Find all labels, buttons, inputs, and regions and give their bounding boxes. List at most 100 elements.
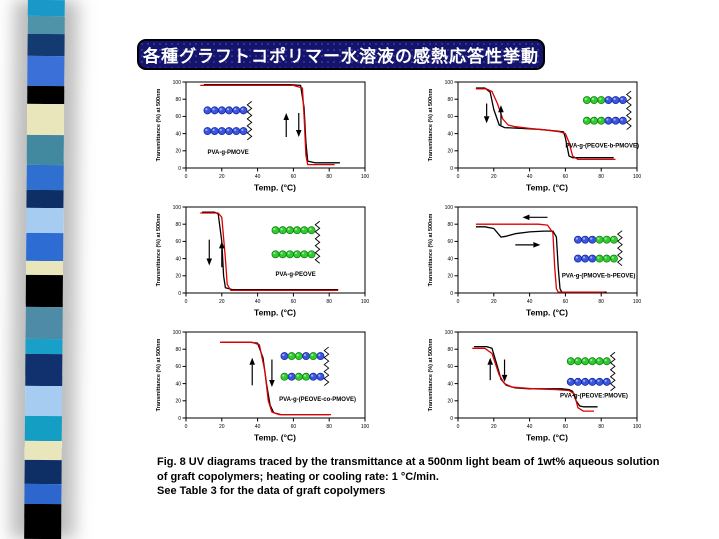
monomer-bead-blue bbox=[203, 127, 212, 135]
monomer-bead-blue bbox=[604, 96, 613, 105]
bead-highlight bbox=[584, 118, 587, 121]
x-tick-label: 40 bbox=[255, 174, 261, 180]
monomer-bead-green bbox=[271, 250, 280, 259]
y-tick-label: 60 bbox=[175, 364, 181, 370]
chart-svg-pva-g-peove-b-pmove: 0 20 40 60 80 100 0 20 40 60 80 100 Transmittance (%… bbox=[428, 80, 641, 193]
curve-cooling bbox=[475, 226, 607, 293]
bead-highlight bbox=[590, 379, 593, 382]
monomer-bead-blue bbox=[581, 254, 590, 263]
polymer-label: PVA-g-(PEOVE-co-PMOVE) bbox=[279, 397, 356, 403]
bead-highlight bbox=[611, 256, 614, 259]
x-tick-label: 60 bbox=[291, 424, 297, 430]
bead-highlight bbox=[241, 108, 244, 111]
x-tick-label: 20 bbox=[491, 174, 497, 180]
chart-pva-g-peove-co-pmove: 0 20 40 60 80 100 0 20 40 60 80 100 Transmittance (%… bbox=[152, 326, 377, 448]
monomer-bead-green bbox=[307, 250, 316, 259]
monomer-bead-blue bbox=[225, 106, 234, 115]
plot-frame bbox=[185, 331, 366, 419]
bead-highlight bbox=[234, 128, 237, 132]
bead-highlight bbox=[582, 379, 586, 382]
chart-svg-pva-g-peove: 0 20 40 60 80 100 0 20 40 60 80 100 Transmittance (%… bbox=[156, 205, 369, 318]
hysteresis-arrow-head bbox=[295, 130, 302, 138]
x-tick-label: 80 bbox=[326, 299, 332, 305]
x-axis-label: Temp. (°C) bbox=[526, 308, 568, 318]
chart-svg-pva-g-peove-pmove-mix: 0 20 40 60 80 100 0 20 40 60 80 100 Transmittance (%… bbox=[428, 330, 641, 443]
x-tick-label: 80 bbox=[598, 299, 604, 305]
chart-svg-pva-g-peove-co-pmove: 0 20 40 60 80 100 0 20 40 60 80 100 Transmittance (%… bbox=[156, 330, 369, 443]
y-tick-label: 100 bbox=[445, 330, 454, 336]
y-tick-label: 0 bbox=[450, 166, 453, 172]
ribbon-segment bbox=[25, 306, 63, 340]
monomer-bead-green bbox=[574, 357, 582, 366]
hysteresis-arrow-head bbox=[533, 242, 541, 248]
monomer-bead-green bbox=[597, 116, 606, 125]
x-tick-label: 60 bbox=[291, 174, 297, 180]
monomer-bead-blue bbox=[618, 96, 627, 105]
ribbon-segment bbox=[24, 459, 62, 485]
chart-pva-g-pmove: 0 20 40 60 80 100 0 20 40 60 80 100 Transmittance (%… bbox=[152, 76, 377, 198]
x-tick-label: 60 bbox=[563, 174, 569, 180]
ribbon-segment bbox=[26, 103, 65, 136]
monomer-bead-green bbox=[293, 250, 302, 259]
bead-highlight bbox=[226, 128, 230, 132]
hysteresis-arrow-head bbox=[483, 116, 490, 124]
y-tick-label: 40 bbox=[447, 256, 453, 262]
x-axis-label: Temp. (°C) bbox=[526, 183, 568, 193]
monomer-bead-blue bbox=[316, 372, 325, 381]
backbone-zigzag bbox=[323, 346, 330, 386]
ribbon-segment bbox=[25, 274, 63, 308]
y-tick-label: 60 bbox=[175, 114, 181, 120]
bead-highlight bbox=[311, 353, 314, 357]
chart-pva-g-peove-b-pmove: 0 20 40 60 80 100 0 20 40 60 80 100 Transmittance (%… bbox=[424, 76, 649, 198]
polymer-label: PVA-g-PEOVE bbox=[276, 272, 316, 278]
y-tick-label: 40 bbox=[175, 256, 181, 262]
y-tick-label: 60 bbox=[447, 364, 453, 370]
monomer-bead-blue bbox=[239, 106, 248, 115]
chart-svg-pva-g-pmove: 0 20 40 60 80 100 0 20 40 60 80 100 Transmittance (%… bbox=[156, 80, 369, 193]
bead-highlight bbox=[318, 374, 321, 377]
y-tick-label: 80 bbox=[447, 347, 453, 353]
monomer-bead-green bbox=[582, 96, 591, 105]
monomer-bead-blue bbox=[217, 106, 226, 115]
monomer-bead-green bbox=[609, 254, 618, 263]
y-tick-label: 100 bbox=[173, 330, 182, 336]
monomer-bead-green bbox=[294, 372, 303, 381]
monomer-bead-blue bbox=[232, 106, 241, 115]
x-tick-label: 60 bbox=[291, 299, 297, 305]
bead-highlight bbox=[287, 252, 290, 255]
bead-highlight bbox=[309, 228, 312, 231]
y-tick-label: 20 bbox=[447, 274, 453, 280]
bead-highlight bbox=[205, 108, 208, 111]
y-tick-label: 80 bbox=[175, 347, 181, 353]
x-tick-label: 0 bbox=[185, 174, 188, 180]
monomer-bead-green bbox=[595, 254, 604, 263]
y-tick-label: 60 bbox=[447, 239, 453, 245]
bead-highlight bbox=[568, 379, 571, 382]
bead-highlight bbox=[613, 118, 616, 121]
polymer-label: PVA-g-(PEOVE-b-PMOVE) bbox=[565, 143, 639, 149]
bead-highlight bbox=[205, 128, 208, 132]
x-tick-label: 20 bbox=[219, 174, 225, 180]
y-axis-label: Transmittance (%) at 500nm bbox=[156, 339, 162, 412]
y-tick-label: 20 bbox=[447, 399, 453, 405]
monomer-bead-blue bbox=[239, 127, 248, 135]
x-tick-label: 0 bbox=[457, 424, 460, 430]
y-tick-label: 20 bbox=[175, 274, 181, 280]
monomer-bead-green bbox=[602, 357, 611, 366]
bead-highlight bbox=[590, 237, 593, 240]
plot-frame bbox=[185, 206, 366, 294]
bead-highlight bbox=[289, 374, 292, 377]
monomer-bead-green bbox=[307, 226, 316, 235]
plot-frame bbox=[185, 81, 366, 169]
monomer-bead-green bbox=[609, 235, 618, 244]
x-tick-label: 60 bbox=[563, 424, 569, 430]
hysteresis-arrow-head bbox=[283, 112, 290, 120]
y-tick-label: 0 bbox=[178, 416, 181, 422]
hysteresis-arrow-head bbox=[206, 258, 213, 266]
backbone-zigzag bbox=[617, 230, 623, 267]
bead-highlight bbox=[273, 252, 276, 255]
y-tick-label: 40 bbox=[447, 381, 453, 387]
bead-highlight bbox=[318, 353, 321, 357]
bead-highlight bbox=[575, 237, 578, 240]
ribbon-segment bbox=[26, 232, 64, 262]
